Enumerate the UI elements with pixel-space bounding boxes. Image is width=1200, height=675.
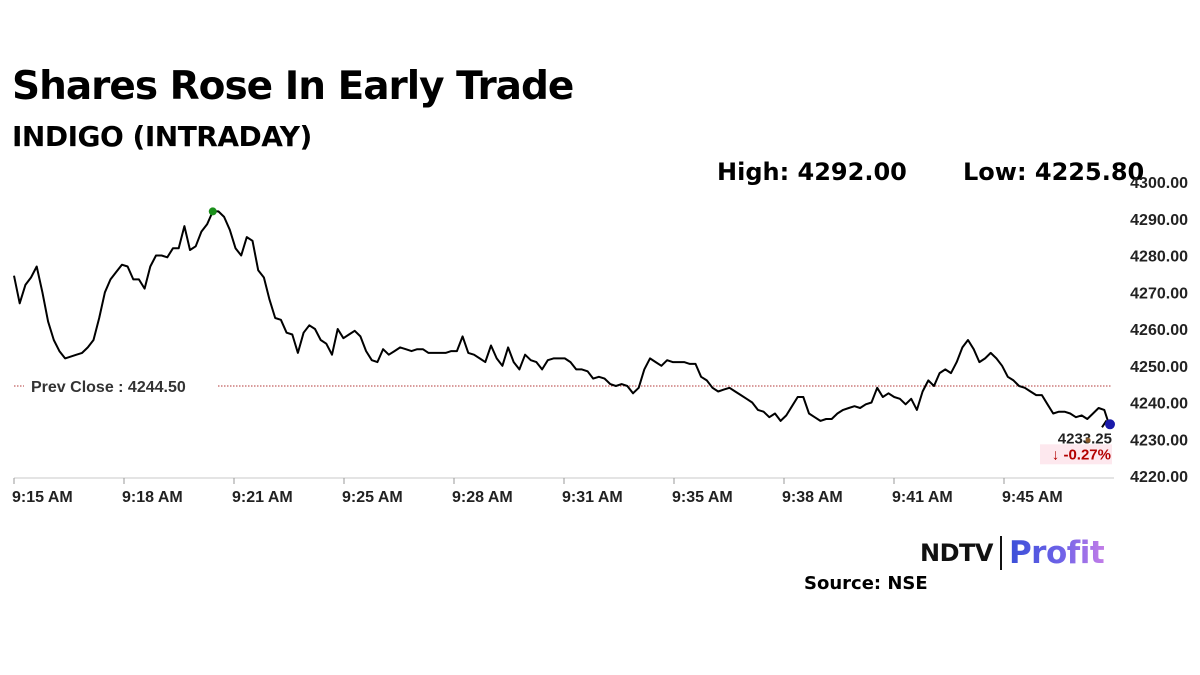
prev-close-label-bg	[24, 374, 218, 397]
x-tick-label: 9:35 AM	[672, 489, 733, 506]
x-tick-label: 9:31 AM	[562, 489, 623, 506]
current-marker	[1105, 419, 1115, 430]
y-tick-label: 4300.00	[1130, 175, 1188, 192]
x-tick-label: 9:25 AM	[342, 489, 403, 506]
y-tick-label: 4270.00	[1130, 285, 1188, 302]
source-note: Source: NSE	[804, 573, 928, 594]
y-tick-label: 4290.00	[1130, 212, 1188, 229]
high-marker	[208, 207, 217, 216]
logo-profit-text: Profit	[1008, 535, 1105, 571]
markers-group: 4233.25↓ -0.27%	[208, 207, 1115, 465]
x-axis: 9:15 AM 9:18 AM 9:21 AM 9:25 AM 9:28 AM 9:31 …	[12, 477, 1114, 506]
y-axis: 4220.00 4230.00 4240.00 4250.00 4260.00 4270.…	[1130, 175, 1188, 486]
prev-close-label: Prev Close : 4244.50	[31, 379, 186, 396]
y-tick-label: 4230.00	[1130, 432, 1188, 449]
low-marker	[1085, 437, 1091, 443]
logo-separator	[999, 536, 1002, 570]
y-tick-label: 4280.00	[1130, 249, 1188, 266]
x-tick-label: 9:28 AM	[452, 489, 513, 506]
y-tick-label: 4220.00	[1130, 469, 1188, 486]
x-tick-label: 9:41 AM	[892, 489, 953, 506]
x-tick-label: 9:38 AM	[782, 489, 843, 506]
y-tick-label: 4260.00	[1130, 322, 1188, 339]
last-price-label: 4233.25	[1058, 430, 1112, 447]
prev-close-group: Prev Close : 4244.50	[14, 374, 1112, 397]
price-series-line	[13, 210, 1111, 428]
chart-title: Shares Rose In Early Trade	[12, 64, 574, 109]
low-stat: Low: 4225.80	[963, 158, 1145, 186]
ndtv-profit-logo: NDTV Profit	[920, 533, 1105, 573]
change-percent-label: ↓ -0.27%	[1052, 446, 1111, 463]
x-tick-label: 9:18 AM	[122, 489, 183, 506]
x-tick-label: 9:45 AM	[1002, 489, 1063, 506]
y-tick-label: 4240.00	[1130, 396, 1188, 413]
x-tick-label: 9:21 AM	[232, 489, 293, 506]
x-tick-label: 9:15 AM	[12, 489, 73, 506]
logo-ndtv-text: NDTV	[920, 539, 993, 567]
chart-subtitle: INDIGO (INTRADAY)	[12, 120, 312, 153]
change-badge-bg	[1040, 444, 1112, 465]
high-stat: High: 4292.00	[717, 158, 907, 186]
y-tick-label: 4250.00	[1130, 359, 1188, 376]
